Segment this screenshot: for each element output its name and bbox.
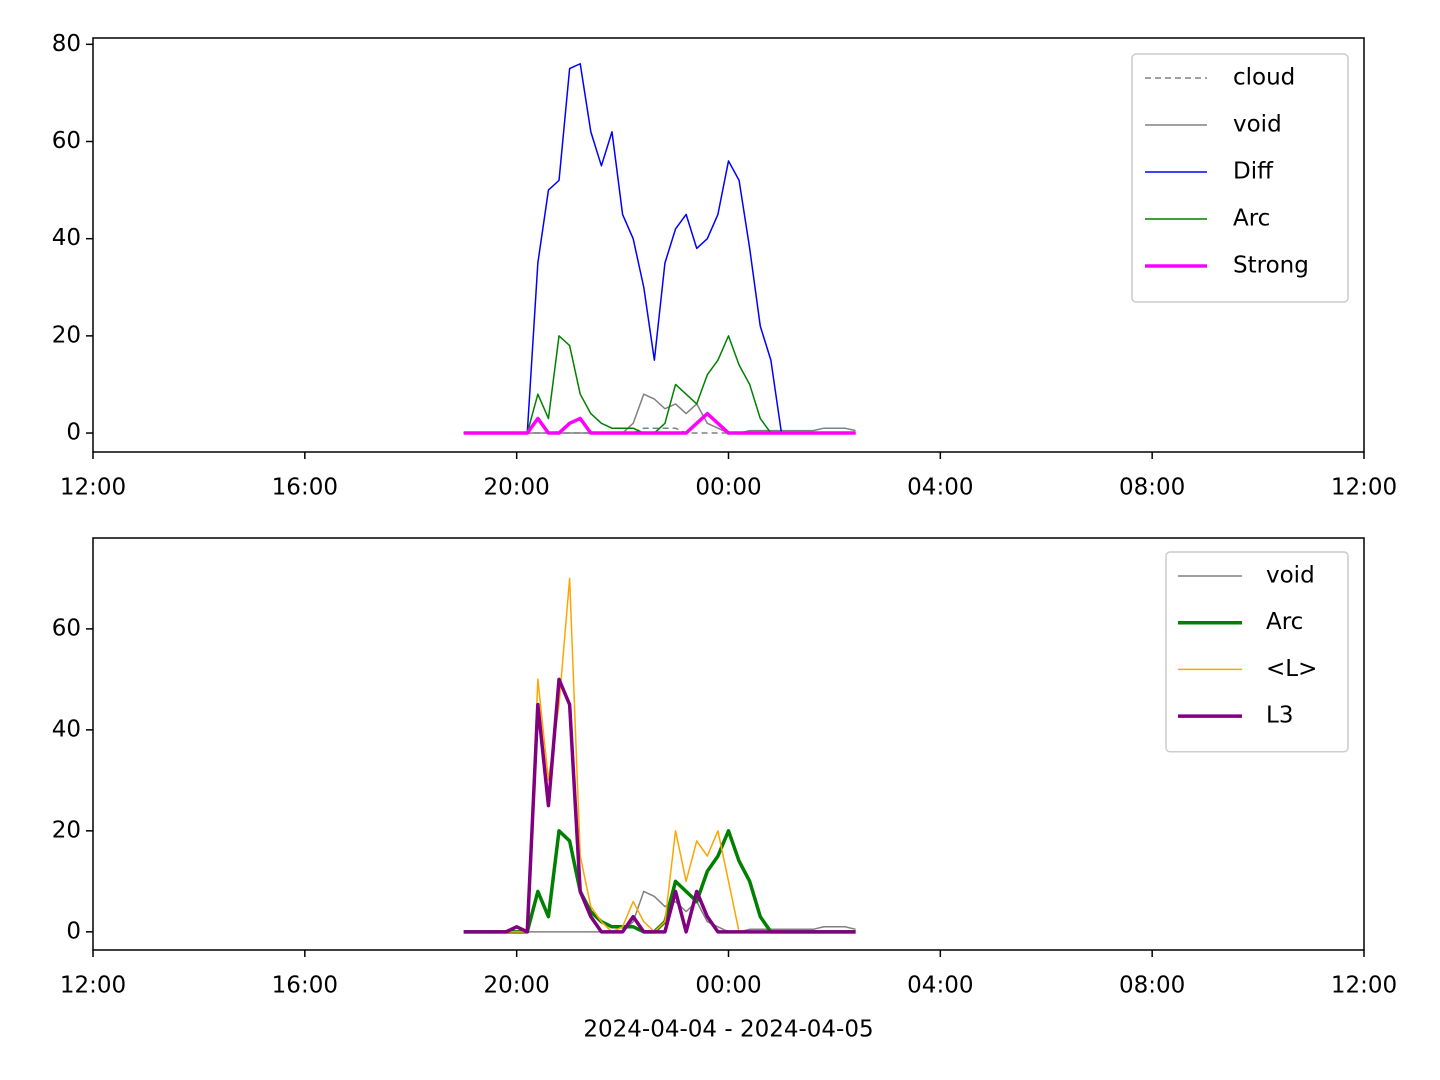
- x-tick-label: 08:00: [1119, 475, 1185, 501]
- x-tick-label: 20:00: [484, 973, 550, 999]
- legend-label: L3: [1266, 703, 1293, 729]
- legend-label: void: [1266, 563, 1315, 589]
- y-tick-label: 20: [52, 817, 81, 843]
- x-tick-label: 04:00: [907, 475, 973, 501]
- x-tick-label: 20:00: [484, 475, 550, 501]
- x-axis-label: 2024-04-04 - 2024-04-05: [583, 1017, 873, 1043]
- y-tick-label: 80: [52, 31, 81, 57]
- axes-frame: [92, 37, 1365, 453]
- series-line: [463, 411, 856, 435]
- y-tick-label: 0: [66, 420, 81, 446]
- series-line: [463, 63, 856, 434]
- x-tick-label: 00:00: [695, 973, 761, 999]
- x-tick-label: 12:00: [60, 973, 126, 999]
- x-tick-label: 08:00: [1119, 973, 1185, 999]
- legend-box: [1131, 53, 1349, 303]
- legend-label: cloud: [1233, 65, 1295, 91]
- x-tick-label: 12:00: [1331, 475, 1397, 501]
- axes-frame: [92, 537, 1365, 951]
- legend-box: [1165, 551, 1349, 753]
- legend-label: Strong: [1233, 253, 1309, 279]
- legend-label: <L>: [1266, 656, 1317, 682]
- legend-label: Arc: [1266, 609, 1303, 635]
- legend-label: Arc: [1233, 206, 1270, 232]
- y-tick-label: 40: [52, 716, 81, 742]
- y-tick-label: 60: [52, 128, 81, 154]
- series-line: [463, 577, 856, 933]
- x-tick-label: 12:00: [60, 475, 126, 501]
- x-tick-label: 12:00: [1331, 973, 1397, 999]
- series-line: [463, 677, 856, 934]
- y-tick-label: 40: [52, 225, 81, 251]
- y-tick-label: 20: [52, 322, 81, 348]
- y-tick-label: 0: [66, 918, 81, 944]
- x-tick-label: 00:00: [695, 475, 761, 501]
- legend-label: Diff: [1233, 159, 1274, 185]
- series-line: [463, 335, 856, 434]
- x-tick-label: 16:00: [272, 475, 338, 501]
- x-tick-label: 04:00: [907, 973, 973, 999]
- series-line: [463, 829, 856, 934]
- y-tick-label: 60: [52, 615, 81, 641]
- x-tick-label: 16:00: [272, 973, 338, 999]
- legend-label: void: [1233, 112, 1282, 138]
